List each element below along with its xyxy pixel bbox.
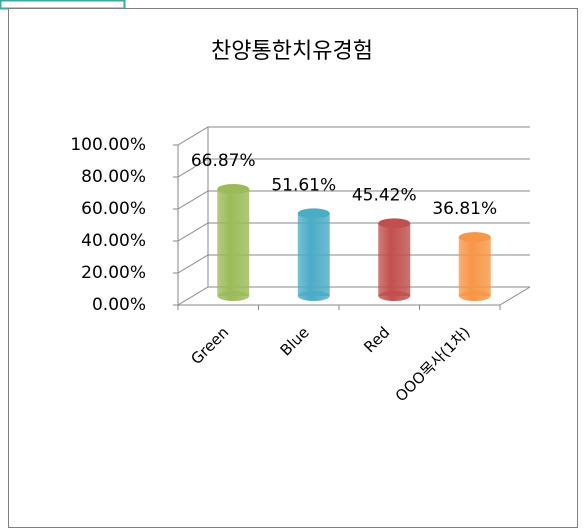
grid-line: [177, 254, 530, 274]
chart-title: 찬양통한치유경험: [211, 39, 373, 64]
bar: [378, 223, 411, 296]
grid-line: [177, 126, 530, 146]
grid-line: [177, 158, 530, 178]
floor-edge: [499, 286, 531, 306]
selection-tab: [0, 0, 126, 10]
bar: [297, 213, 330, 296]
y-tick-label: 80.00%: [81, 167, 146, 187]
y-tick-label: 40.00%: [81, 231, 146, 251]
bar-top: [297, 208, 330, 219]
bar-top: [458, 232, 491, 243]
y-tick-label: 100.00%: [70, 135, 146, 155]
y-tick-label: 20.00%: [81, 263, 146, 283]
bar: [217, 189, 250, 296]
y-tick-label: 60.00%: [81, 199, 146, 219]
y-tick-label: 0.00%: [92, 295, 146, 315]
data-label: 66.87%: [191, 151, 256, 171]
grid-line: [177, 286, 530, 306]
bar-top: [378, 218, 411, 229]
grid-line: [177, 222, 530, 242]
data-label: 45.42%: [352, 185, 417, 205]
grid-line: [177, 190, 530, 210]
bar: [458, 237, 491, 296]
data-label: 36.81%: [432, 199, 497, 219]
data-label: 51.61%: [271, 175, 336, 195]
bar-top: [217, 184, 250, 195]
